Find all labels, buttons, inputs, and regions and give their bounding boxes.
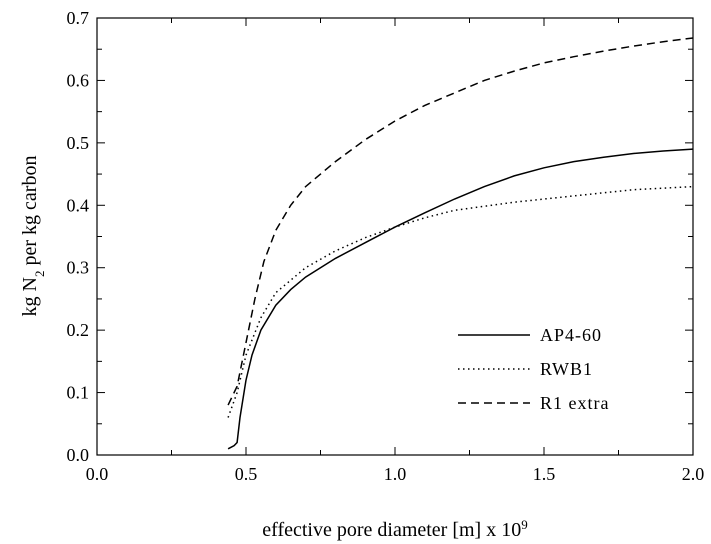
x-tick-label: 2.0 xyxy=(682,464,705,484)
tick-labels: 0.0 0.5 1.0 1.5 2.0 0.0 0.1 0.2 0.3 0.4 0.5 0.6 0.7 xyxy=(67,8,705,484)
x-tick-label: 0.5 xyxy=(235,464,258,484)
y-tick-label: 0.5 xyxy=(67,133,90,153)
x-axis-title-main: effective pore diameter [m] x 10 xyxy=(262,519,521,541)
x-tick-label: 1.5 xyxy=(533,464,556,484)
series-line-r1-extra xyxy=(227,37,694,406)
x-axis-title: effective pore diameter [m] x 109 xyxy=(262,517,527,542)
legend-label: RWB1 xyxy=(540,359,593,379)
y-axis-title: kg N2 per kg carbon xyxy=(19,156,47,317)
legend: AP4-60 RWB1 R1 extra xyxy=(458,325,609,413)
y-axis-title-rest: per kg carbon xyxy=(19,156,41,271)
y-axis-title-subscript: 2 xyxy=(32,271,47,278)
y-axis-title-main: kg N xyxy=(19,277,41,316)
y-tick-label: 0.6 xyxy=(67,70,90,90)
y-tick-label: 0.3 xyxy=(67,258,90,278)
legend-label: R1 extra xyxy=(540,393,609,413)
x-tick-label: 0.0 xyxy=(86,464,109,484)
x-axis-title-superscript: 9 xyxy=(521,517,528,532)
y-tick-label: 0.7 xyxy=(67,8,90,28)
y-tick-label: 0.0 xyxy=(67,445,90,465)
plot-frame xyxy=(96,17,694,456)
series-line-rwb1 xyxy=(227,185,694,418)
y-tick-label: 0.4 xyxy=(67,195,90,215)
y-tick-label: 0.2 xyxy=(67,320,90,340)
series-line-ap4-60 xyxy=(227,148,694,450)
axis-ticks xyxy=(96,17,694,456)
x-tick-label: 1.0 xyxy=(384,464,407,484)
legend-label: AP4-60 xyxy=(540,325,602,345)
series-lines xyxy=(227,37,694,450)
y-tick-label: 0.1 xyxy=(67,383,90,403)
